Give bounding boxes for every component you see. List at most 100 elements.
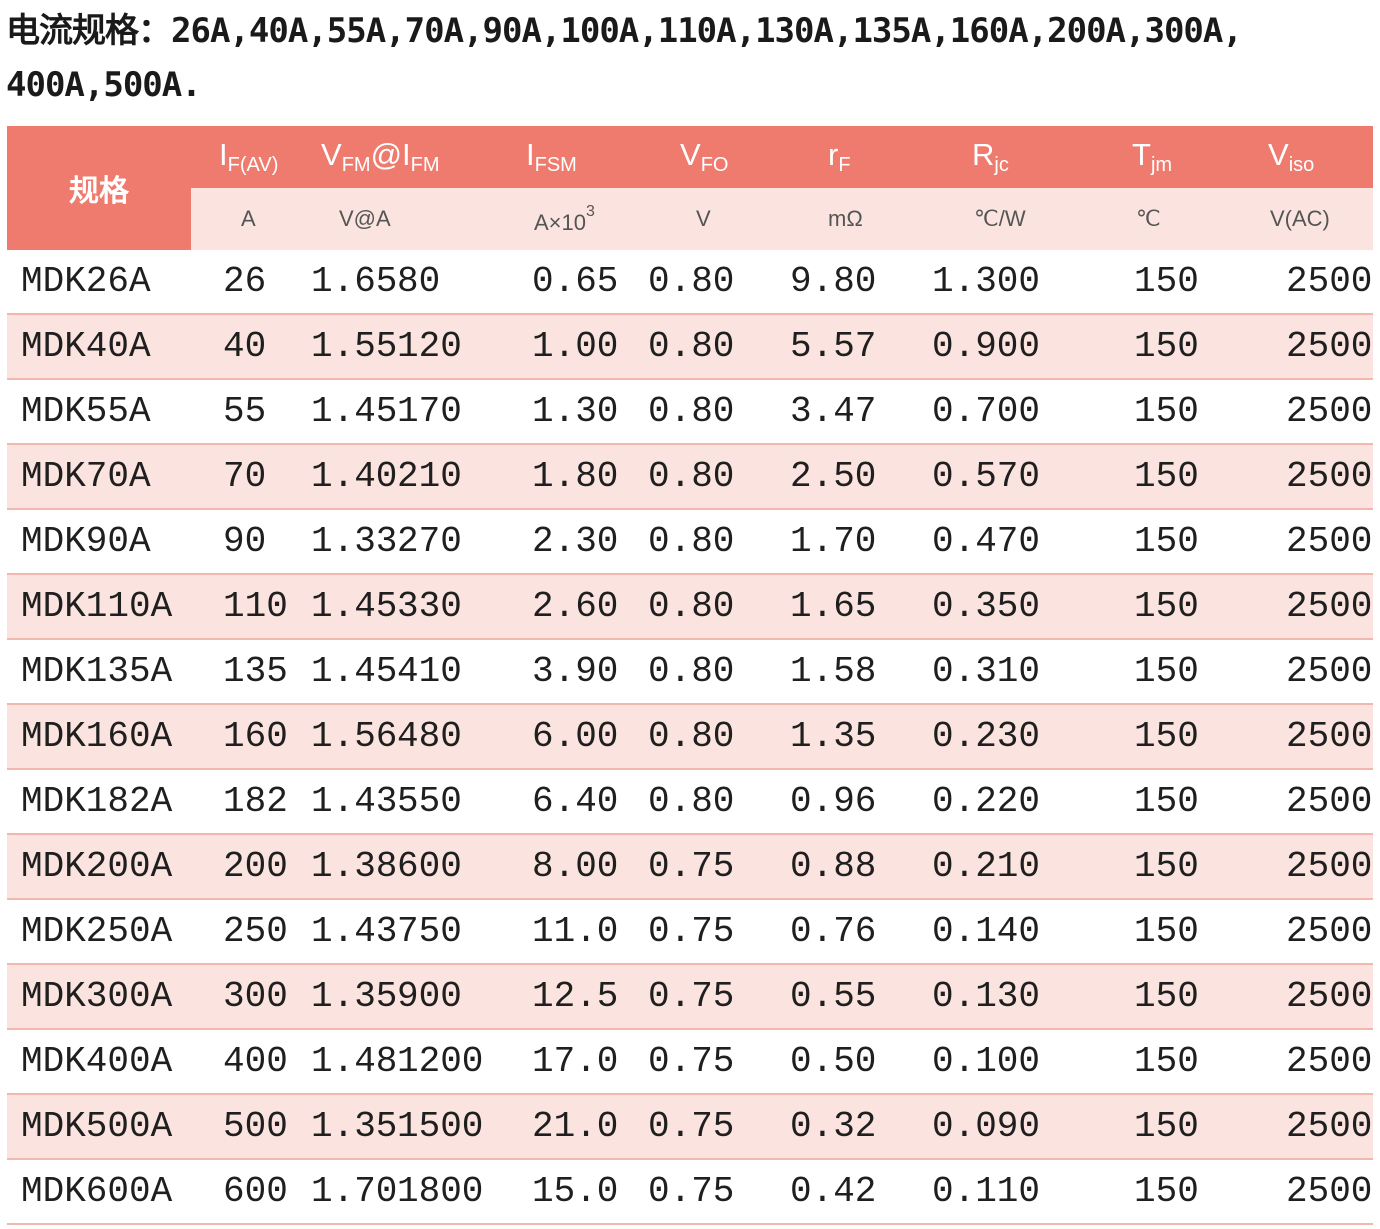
unit-rjc: ℃/W (912, 188, 1082, 250)
cell-if: 160 (191, 704, 291, 770)
table-row: MDK300A 300 1.35900 12.5 0.75 0.55 0.130 150 250… (7, 964, 1373, 1030)
cell-ifm: 330 (397, 586, 462, 627)
cell-rjc: 0.090 (912, 1094, 1082, 1160)
cell-rf: 2.50 (770, 444, 912, 510)
cell-vfm-ifm: 1.45330 (291, 574, 496, 640)
cell-ifsm: 2.30 (496, 509, 630, 575)
cell-model: MDK90A (7, 509, 191, 575)
cell-ifsm: 12.5 (496, 964, 630, 1030)
cell-vfm: 1.45 (311, 586, 398, 627)
cell-if: 135 (191, 639, 291, 705)
cell-tjm: 150 (1082, 964, 1216, 1030)
cell-if: 250 (191, 899, 291, 965)
col-header-tjm: Tjm (1082, 126, 1216, 188)
cell-vfm-ifm: 1.35900 (291, 964, 496, 1030)
cell-tjm: 150 (1082, 639, 1216, 705)
table-row: MDK160A 160 1.56480 6.00 0.80 1.35 0.230 150 250… (7, 704, 1373, 770)
cell-rjc: 0.700 (912, 379, 1082, 445)
cell-vfm: 1.43 (311, 781, 398, 822)
cell-rjc: 0.310 (912, 639, 1082, 705)
cell-if: 600 (191, 1159, 291, 1225)
cell-viso: 2500 (1216, 250, 1373, 315)
cell-rjc: 1.300 (912, 250, 1082, 315)
cell-rf: 1.58 (770, 639, 912, 705)
cell-vfm-ifm: 1.481200 (291, 1029, 496, 1095)
cell-ifm: 120 (397, 326, 462, 367)
cell-rjc: 0.100 (912, 1029, 1082, 1095)
cell-ifsm: 6.40 (496, 769, 630, 835)
cell-vfo: 0.75 (630, 1029, 770, 1095)
cell-rjc: 0.130 (912, 964, 1082, 1030)
cell-if: 40 (191, 314, 291, 380)
cell-if: 26 (191, 250, 291, 315)
cell-if: 182 (191, 769, 291, 835)
cell-rf: 1.35 (770, 704, 912, 770)
cell-ifsm: 1.30 (496, 379, 630, 445)
col-header-rf: rF (770, 126, 912, 188)
cell-vfm-ifm: 1.56480 (291, 704, 496, 770)
cell-vfm-ifm: 1.45170 (291, 379, 496, 445)
header-unit-row: A V@A A×103 V mΩ ℃/W ℃ V(AC) (7, 188, 1373, 250)
cell-rjc: 0.470 (912, 509, 1082, 575)
cell-viso: 2500 (1216, 639, 1373, 705)
cell-model: MDK160A (7, 704, 191, 770)
cell-if: 90 (191, 509, 291, 575)
cell-rf: 5.57 (770, 314, 912, 380)
unit-viso: V(AC) (1216, 188, 1373, 250)
cell-tjm: 150 (1082, 444, 1216, 510)
unit-vfm: V@A (291, 188, 496, 250)
cell-rjc: 0.230 (912, 704, 1082, 770)
cell-viso: 2500 (1216, 1094, 1373, 1160)
cell-tjm: 150 (1082, 1159, 1216, 1225)
cell-vfm: 1.65 (311, 261, 398, 302)
cell-vfo: 0.80 (630, 314, 770, 380)
cell-vfm-ifm: 1.701800 (291, 1159, 496, 1225)
cell-vfm-ifm: 1.351500 (291, 1094, 496, 1160)
cell-model: MDK500A (7, 1094, 191, 1160)
table-row: MDK135A 135 1.45410 3.90 0.80 1.58 0.310 150 250… (7, 639, 1373, 705)
cell-ifsm: 15.0 (496, 1159, 630, 1225)
cell-vfm-ifm: 1.40210 (291, 444, 496, 510)
cell-vfm: 1.45 (311, 391, 398, 432)
cell-model: MDK40A (7, 314, 191, 380)
cell-vfm: 1.48 (311, 1041, 398, 1082)
cell-viso: 2500 (1216, 899, 1373, 965)
col-header-viso: Viso (1216, 126, 1373, 188)
cell-vfm: 1.33 (311, 521, 398, 562)
cell-if: 200 (191, 834, 291, 900)
cell-vfm-ifm: 1.45410 (291, 639, 496, 705)
cell-if: 70 (191, 444, 291, 510)
cell-vfm: 1.35 (311, 1106, 398, 1147)
cell-tjm: 150 (1082, 509, 1216, 575)
unit-vfo: V (630, 188, 770, 250)
cell-vfm: 1.43 (311, 911, 398, 952)
cell-rjc: 0.210 (912, 834, 1082, 900)
cell-vfm-ifm: 1.33270 (291, 509, 496, 575)
cell-vfm: 1.40 (311, 456, 398, 497)
cell-vfm-ifm: 1.43750 (291, 899, 496, 965)
cell-rjc: 0.110 (912, 1159, 1082, 1225)
cell-rjc: 0.140 (912, 899, 1082, 965)
cell-vfm-ifm: 1.6580 (291, 250, 496, 315)
table-row: MDK40A 40 1.55120 1.00 0.80 5.57 0.900 150 2500 (7, 314, 1373, 380)
table-row: MDK600A 600 1.701800 15.0 0.75 0.42 0.110 150 25… (7, 1159, 1373, 1225)
cell-vfo: 0.80 (630, 379, 770, 445)
cell-ifm: 1200 (397, 1041, 484, 1082)
cell-viso: 2500 (1216, 444, 1373, 510)
table-row: MDK55A 55 1.45170 1.30 0.80 3.47 0.700 150 2500 (7, 379, 1373, 445)
cell-tjm: 150 (1082, 250, 1216, 315)
cell-rf: 0.42 (770, 1159, 912, 1225)
cell-viso: 2500 (1216, 1029, 1373, 1095)
spec-heading: 电流规格：26A,40A,55A,70A,90A,100A,110A,130A,… (6, 4, 1366, 112)
cell-ifsm: 11.0 (496, 899, 630, 965)
cell-rf: 0.88 (770, 834, 912, 900)
cell-if: 110 (191, 574, 291, 640)
cell-ifm: 1800 (397, 1171, 484, 1212)
cell-ifsm: 21.0 (496, 1094, 630, 1160)
cell-rf: 0.32 (770, 1094, 912, 1160)
cell-if: 400 (191, 1029, 291, 1095)
cell-viso: 2500 (1216, 314, 1373, 380)
cell-vfm: 1.56 (311, 716, 398, 757)
table-row: MDK110A 110 1.45330 2.60 0.80 1.65 0.350 150 250… (7, 574, 1373, 640)
spec-table-container: 规格 IF(AV) VFM@IFM IFSM VFO rF Rjc Tjm Vi… (7, 126, 1373, 1225)
